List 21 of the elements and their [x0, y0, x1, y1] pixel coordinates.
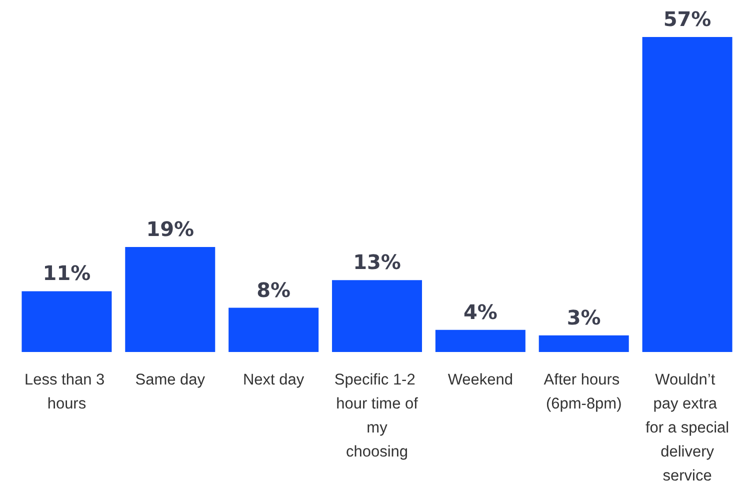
- data-label: 8%: [256, 278, 291, 302]
- x-tick-label: Same day: [135, 372, 206, 388]
- x-tick-label: Wouldn’t pay extra for a special delivery service: [645, 372, 730, 484]
- bar: [642, 37, 732, 352]
- data-label: 13%: [353, 250, 401, 274]
- data-label: 4%: [463, 300, 498, 324]
- bar: [538, 335, 629, 352]
- x-tick-label: Weekend: [448, 372, 514, 388]
- data-label: 3%: [566, 305, 601, 330]
- bar: [435, 330, 526, 352]
- bar: [125, 247, 216, 352]
- bar: [22, 291, 112, 352]
- x-tick-label: After hours (6pm-8pm): [544, 372, 624, 412]
- data-label: 57%: [663, 7, 712, 31]
- bar: [332, 280, 422, 352]
- data-label: 19%: [146, 217, 194, 241]
- bar: [228, 308, 319, 352]
- x-tick-label: Less than 3 hours: [24, 372, 109, 412]
- x-tick-label: Specific 1-2 hour time of my choosing: [334, 372, 420, 460]
- x-tick-label: Next day: [242, 372, 304, 388]
- data-label: 11%: [42, 261, 91, 286]
